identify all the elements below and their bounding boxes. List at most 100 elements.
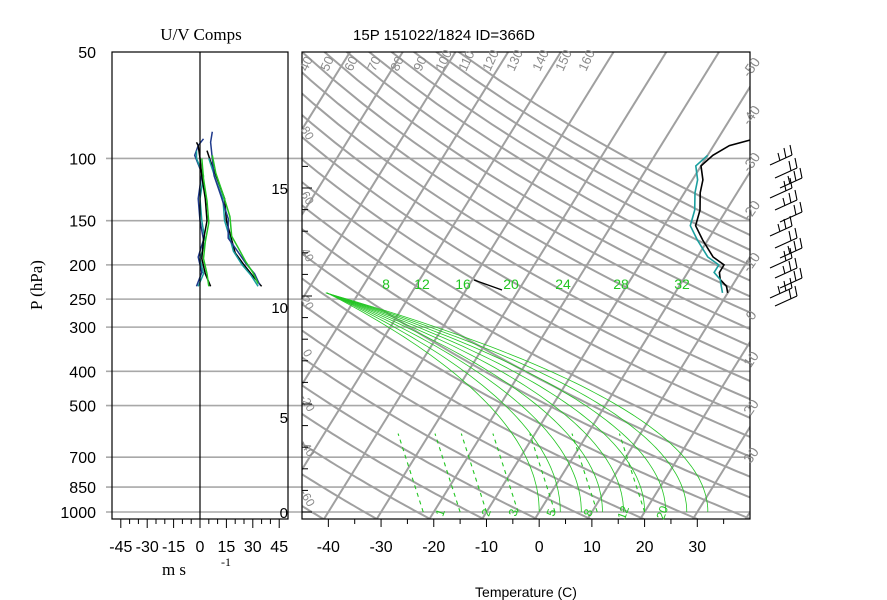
isotherm-line xyxy=(586,255,750,519)
uv-wind-profiles xyxy=(193,131,263,287)
theta-label: 100 xyxy=(432,47,455,73)
isotherm-line xyxy=(302,52,404,217)
dry-adiabat-line xyxy=(302,302,699,519)
dry-adiabat-line xyxy=(302,71,750,348)
pressure-tick-label: 300 xyxy=(69,320,96,337)
isotherm-label: 0 xyxy=(742,307,760,323)
isotherm-line xyxy=(480,85,750,519)
isotherm-label: 30 xyxy=(740,444,762,466)
isotherm-label: -20 xyxy=(739,197,764,223)
dry-adiabat-line xyxy=(367,52,750,282)
left-edge-label: -20 xyxy=(297,392,318,414)
temperature-tick-label: 30 xyxy=(688,539,706,556)
dewpoint-profile xyxy=(689,154,724,294)
isotherm-line xyxy=(428,52,721,519)
wind-barb xyxy=(774,189,798,211)
theta-label: 90 xyxy=(410,54,430,73)
theta-label: 130 xyxy=(503,47,526,73)
isotherm-line xyxy=(691,425,750,519)
dry-adiabat-line xyxy=(302,113,750,383)
uv-pressure-grid xyxy=(106,157,302,513)
wind-barb xyxy=(769,177,793,199)
theta-e-label: 32 xyxy=(674,276,690,292)
left-edge-label: -40 xyxy=(297,437,318,459)
theta-e-label: 20 xyxy=(503,276,519,292)
mixing-ratio-label: 8 xyxy=(581,507,597,518)
pressure-tick-label: 100 xyxy=(69,151,96,168)
dry-adiabat-line xyxy=(302,412,485,519)
skewt-background-grid xyxy=(7,18,750,520)
dry-adiabat-line xyxy=(302,277,750,519)
pressure-axis-label: P (hPa) xyxy=(27,260,46,310)
uv-x-axis-label: m s xyxy=(162,560,186,579)
left-edge-label: 20 xyxy=(298,294,317,313)
wind-barb xyxy=(769,277,793,299)
isotherm-label: -40 xyxy=(739,102,764,128)
dry-adiabat-line xyxy=(457,52,750,222)
pressure-tick-label: 200 xyxy=(69,258,96,275)
dry-adiabat-line xyxy=(302,356,592,519)
dry-adiabat-line xyxy=(302,204,750,458)
mixing-ratio-label: 2 xyxy=(479,507,495,518)
uv-tick-label: -30 xyxy=(136,539,159,556)
uv-profile-line xyxy=(201,158,210,287)
wind-barb xyxy=(769,215,793,237)
dry-adiabat-line xyxy=(302,92,750,365)
uv-profile-line xyxy=(195,150,207,287)
theta-e-label: 12 xyxy=(414,276,430,292)
left-edge-label: 60 xyxy=(298,189,317,208)
dry-adiabat-line xyxy=(302,52,750,331)
uv-profile-line xyxy=(211,155,259,284)
temperature-tick-label: -30 xyxy=(369,539,392,556)
uv-panel-title: U/V Comps xyxy=(160,25,241,44)
pressure-tick-label: 50 xyxy=(78,45,96,62)
mixing-ratio-line xyxy=(571,433,598,513)
mixing-ratio-line xyxy=(529,433,556,513)
theta-label: 50 xyxy=(317,54,337,73)
isotherm-line xyxy=(744,510,750,519)
temperature-tick-label: 10 xyxy=(583,539,601,556)
figure-title: 15P 151022/1824 ID=366D xyxy=(353,27,535,44)
theta-label: 160 xyxy=(575,47,598,73)
uv-tick-label: 45 xyxy=(270,539,288,556)
pressure-tick-label: 250 xyxy=(69,292,96,309)
mixing-ratio-label: 3 xyxy=(506,507,522,518)
pressure-tick-label: 700 xyxy=(69,450,96,467)
uv-tick-label: 0 xyxy=(196,539,205,556)
pressure-tick-labels: 1000 850 700 500 400 300 250 200 150 100 50 xyxy=(60,45,96,522)
theta-e-label: 24 xyxy=(555,276,571,292)
isotherm-line xyxy=(302,52,510,387)
temperature-tick-label: -20 xyxy=(422,539,445,556)
temperature-tick-label: 20 xyxy=(636,539,654,556)
sounding-profiles xyxy=(473,139,750,294)
dry-adiabat-line xyxy=(302,473,379,519)
temperature-axis-ticks: -40 -30 -20 -10 0 10 20 30 xyxy=(317,519,725,556)
temperature-tick-label: -10 xyxy=(475,539,498,556)
mixing-ratio-line xyxy=(460,433,488,513)
dry-adiabat-line xyxy=(302,442,432,519)
wind-barb xyxy=(769,144,793,166)
lcl-marker xyxy=(473,279,503,291)
pressure-tick-label: 150 xyxy=(69,214,96,231)
dry-adiabat-line xyxy=(302,135,750,401)
height-km-label: 0 xyxy=(280,505,288,522)
moist-adiabat-line xyxy=(326,292,582,512)
dry-adiabat-line xyxy=(302,504,325,519)
theta-e-label: 8 xyxy=(382,276,390,292)
isotherm-line xyxy=(639,340,750,519)
dry-adiabat-line xyxy=(323,52,750,314)
dry-adiabat-line xyxy=(302,329,646,519)
theta-label: 60 xyxy=(341,54,361,73)
mixing-ratio-line xyxy=(397,433,424,513)
temperature-tick-label: 0 xyxy=(535,539,544,556)
wind-barb xyxy=(779,201,803,223)
isotherm-line xyxy=(322,52,615,519)
moist-adiabat-line xyxy=(326,292,561,512)
height-km-label: 5 xyxy=(280,410,288,427)
mixing-ratio-line xyxy=(618,433,646,513)
uv-x-axis-label-exponent: -1 xyxy=(221,555,231,569)
left-edge-label: 40 xyxy=(298,246,317,265)
isotherm-line xyxy=(7,18,318,520)
theta-e-label: 16 xyxy=(455,276,471,292)
wind-barb xyxy=(774,285,798,307)
